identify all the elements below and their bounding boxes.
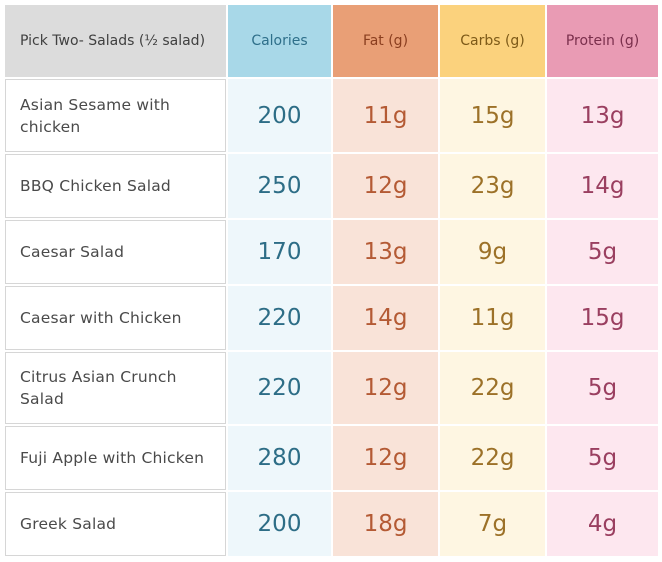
row-calories: 250 [228,154,331,218]
row-name: Greek Salad [5,492,226,556]
row-carbs: 7g [440,492,545,556]
row-carbs: 22g [440,426,545,490]
row-fat: 18g [333,492,438,556]
row-name: Caesar with Chicken [5,286,226,350]
header-protein: Protein (g) [547,5,658,77]
row-carbs: 23g [440,154,545,218]
row-carbs: 22g [440,352,545,424]
row-name: BBQ Chicken Salad [5,154,226,218]
row-protein: 13g [547,79,658,152]
row-protein: 5g [547,220,658,284]
header-carbs: Carbs (g) [440,5,545,77]
row-name: Fuji Apple with Chicken [5,426,226,490]
row-fat: 14g [333,286,438,350]
row-calories: 200 [228,79,331,152]
row-name: Asian Sesame with chicken [5,79,226,152]
row-protein: 5g [547,426,658,490]
row-calories: 220 [228,286,331,350]
row-protein: 15g [547,286,658,350]
row-name: Citrus Asian Crunch Salad [5,352,226,424]
row-carbs: 11g [440,286,545,350]
row-calories: 280 [228,426,331,490]
row-calories: 170 [228,220,331,284]
row-fat: 12g [333,352,438,424]
row-calories: 200 [228,492,331,556]
row-fat: 12g [333,154,438,218]
row-calories: 220 [228,352,331,424]
header-calories: Calories [228,5,331,77]
row-fat: 13g [333,220,438,284]
header-fat: Fat (g) [333,5,438,77]
header-item: Pick Two- Salads (½ salad) [5,5,226,77]
nutrition-table: Pick Two- Salads (½ salad) Calories Fat … [5,5,658,556]
row-protein: 5g [547,352,658,424]
row-fat: 12g [333,426,438,490]
row-fat: 11g [333,79,438,152]
row-carbs: 15g [440,79,545,152]
row-protein: 14g [547,154,658,218]
row-carbs: 9g [440,220,545,284]
row-name: Caesar Salad [5,220,226,284]
row-protein: 4g [547,492,658,556]
